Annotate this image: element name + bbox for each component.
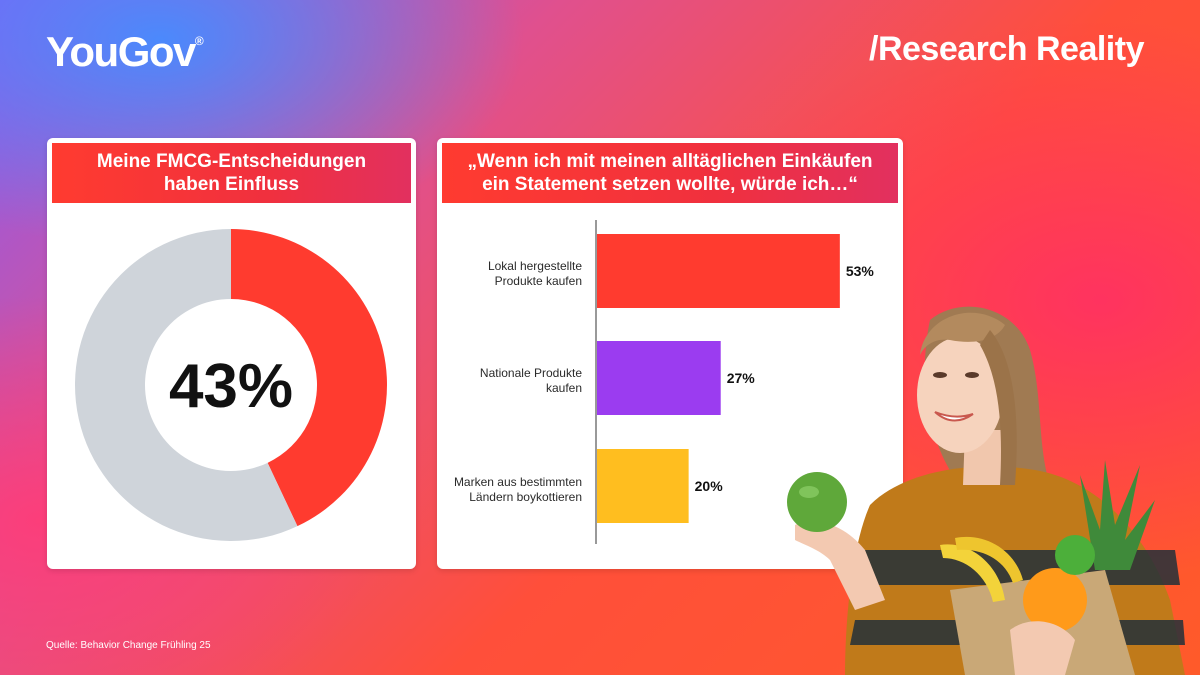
bar-value-label-3: 20%	[695, 478, 724, 494]
donut-card-title: Meine FMCG-Entscheidungen haben Einfluss	[52, 143, 411, 203]
yougov-logo: YouGov®	[46, 28, 204, 75]
donut-slice-rest	[75, 228, 298, 541]
bar-title-line-1: „Wenn ich mit meinen alltäglichen Einkäu…	[467, 151, 873, 172]
woman-with-groceries-photo	[787, 306, 1185, 675]
bar-label-2: Nationale Produkte kaufen	[479, 366, 582, 395]
research-reality-tagline: /Research Reality	[869, 30, 1145, 68]
donut-center-value: 43%	[169, 352, 293, 421]
bar-1	[597, 234, 840, 308]
bar-value-label-1: 53%	[846, 263, 875, 279]
bar-label-3: Marken aus bestimmten Ländern boykottiere…	[453, 475, 582, 504]
source-note: Quelle: Behavior Change Frühling 25	[46, 640, 211, 651]
donut-title-line-1: Meine FMCG-Entscheidungen	[96, 151, 367, 172]
donut-slice-influence	[231, 229, 387, 527]
bar-value-label-2: 27%	[727, 370, 756, 386]
bar-2	[597, 341, 721, 415]
bar-chart-card: „Wenn ich mit meinen alltäglichen Einkäu…	[437, 138, 903, 569]
donut-title-line-2: haben Einfluss	[163, 174, 300, 195]
donut-chart: 43%	[75, 228, 387, 541]
bar-3	[597, 449, 689, 523]
bar-label-1: Lokal hergestellte Produkte kaufen	[487, 259, 582, 288]
bar-chart: 53% 27% 20%	[595, 220, 875, 544]
bar-title-line-2: ein Statement setzen wollte, würde ich…“	[482, 174, 858, 195]
bar-chart-title: „Wenn ich mit meinen alltäglichen Einkäu…	[442, 143, 898, 203]
donut-card: Meine FMCG-Entscheidungen haben Einfluss…	[47, 138, 416, 569]
